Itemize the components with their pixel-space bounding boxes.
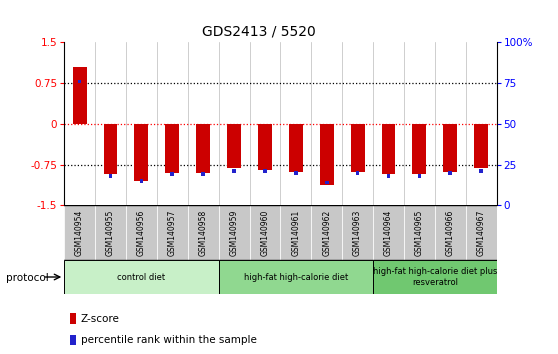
Bar — [350, 124, 364, 172]
Text: high-fat high-calorie diet: high-fat high-calorie diet — [244, 273, 348, 281]
Text: GSM140962: GSM140962 — [322, 210, 331, 256]
Bar — [249, 205, 280, 260]
Bar — [387, 174, 391, 178]
Bar — [435, 205, 466, 260]
Bar — [140, 179, 143, 183]
Text: GSM140966: GSM140966 — [446, 210, 455, 256]
Bar — [311, 205, 342, 260]
Text: GSM140961: GSM140961 — [291, 210, 300, 256]
Bar — [263, 169, 267, 173]
Bar — [382, 124, 396, 174]
Text: GSM140954: GSM140954 — [75, 210, 84, 256]
Text: GSM140963: GSM140963 — [353, 210, 362, 256]
Bar — [232, 169, 236, 173]
Bar — [342, 205, 373, 260]
Bar — [126, 205, 157, 260]
Text: GSM140955: GSM140955 — [106, 210, 115, 256]
Text: GSM140960: GSM140960 — [261, 210, 270, 256]
Bar — [95, 205, 126, 260]
Text: GSM140958: GSM140958 — [199, 210, 208, 256]
Bar — [219, 205, 249, 260]
Text: GSM140956: GSM140956 — [137, 210, 146, 256]
Text: protocol: protocol — [6, 273, 49, 283]
Bar — [219, 260, 373, 294]
Bar — [78, 80, 81, 84]
Text: high-fat high-calorie diet plus
resveratrol: high-fat high-calorie diet plus resverat… — [373, 267, 497, 287]
Bar — [289, 124, 303, 172]
Bar — [227, 124, 241, 169]
Bar — [280, 205, 311, 260]
Bar — [449, 171, 452, 175]
Bar — [73, 67, 86, 124]
Bar — [466, 205, 497, 260]
Bar — [64, 260, 219, 294]
Text: GSM140959: GSM140959 — [229, 210, 239, 256]
Bar — [373, 205, 404, 260]
Bar — [134, 124, 148, 181]
Bar — [373, 260, 497, 294]
Bar — [196, 124, 210, 173]
Text: percentile rank within the sample: percentile rank within the sample — [81, 335, 257, 345]
Bar — [325, 181, 329, 184]
Bar — [417, 174, 421, 178]
Bar — [64, 205, 95, 260]
Bar — [474, 124, 488, 169]
Bar — [412, 124, 426, 174]
Bar — [479, 169, 483, 173]
Bar — [109, 174, 112, 178]
Bar — [157, 205, 187, 260]
Bar — [201, 172, 205, 176]
Text: GSM140964: GSM140964 — [384, 210, 393, 256]
Bar — [187, 205, 219, 260]
Text: GSM140957: GSM140957 — [168, 210, 177, 256]
Title: GDS2413 / 5520: GDS2413 / 5520 — [202, 24, 316, 39]
Text: GSM140967: GSM140967 — [477, 210, 485, 256]
Bar — [444, 124, 457, 172]
Bar — [404, 205, 435, 260]
Bar — [165, 124, 179, 173]
Text: control diet: control diet — [117, 273, 166, 281]
Bar — [170, 172, 174, 176]
Bar — [356, 171, 359, 175]
Text: Z-score: Z-score — [81, 314, 120, 324]
Bar — [320, 124, 334, 185]
Bar — [294, 171, 298, 175]
Bar — [104, 124, 117, 174]
Bar — [258, 124, 272, 170]
Text: GSM140965: GSM140965 — [415, 210, 424, 256]
